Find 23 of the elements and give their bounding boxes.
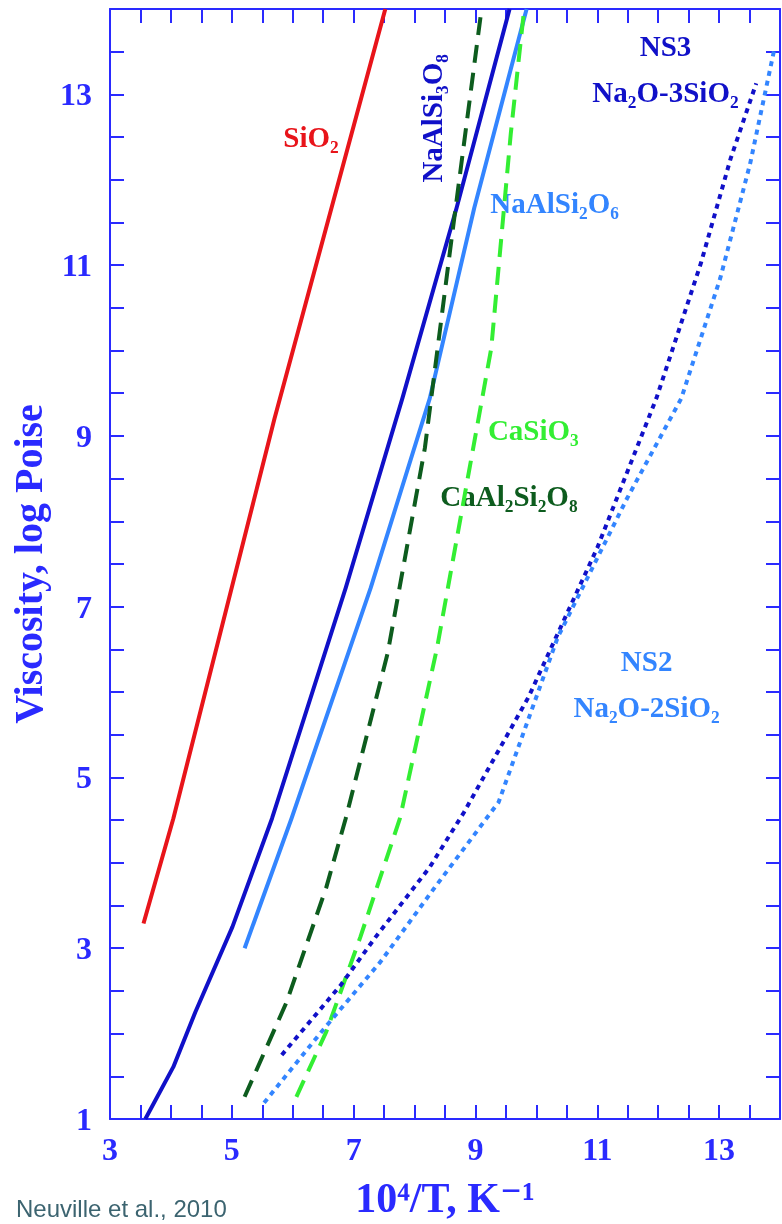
- x-tick-label: 11: [582, 1131, 613, 1167]
- y-tick-label: 9: [76, 417, 92, 454]
- y-tick-label: 11: [61, 247, 92, 284]
- y-tick-label: 13: [60, 76, 92, 113]
- x-tick-label: 7: [345, 1131, 362, 1167]
- y-tick-label: 7: [76, 588, 92, 625]
- x-tick-label: 5: [223, 1131, 240, 1167]
- series-label: SiO₂: [283, 121, 339, 154]
- y-axis-title: Viscosity, log Poise: [5, 404, 51, 724]
- series-label: NS3 Na₂O-3SiO₂: [592, 29, 739, 108]
- y-tick-label: 1: [76, 1101, 92, 1137]
- line-series: [141, 7, 388, 926]
- x-tick-label: 3: [102, 1131, 118, 1167]
- x-axis-title: 10⁴/T, K⁻¹: [355, 1175, 535, 1221]
- x-tick-label: 13: [703, 1131, 736, 1167]
- series-label: CaSiO₃: [487, 413, 580, 446]
- series-label: NaAlSi₂O₆: [490, 186, 620, 219]
- series-label: NS2 Na₂O-2SiO₂: [573, 644, 720, 723]
- y-tick-label: 3: [76, 930, 92, 967]
- y-tick-label: 5: [76, 759, 92, 796]
- text: NaAlSi₃O₈: [415, 53, 448, 183]
- x-tick-label: 9: [467, 1131, 484, 1167]
- text: Neuville et al., 2010: [16, 1194, 227, 1222]
